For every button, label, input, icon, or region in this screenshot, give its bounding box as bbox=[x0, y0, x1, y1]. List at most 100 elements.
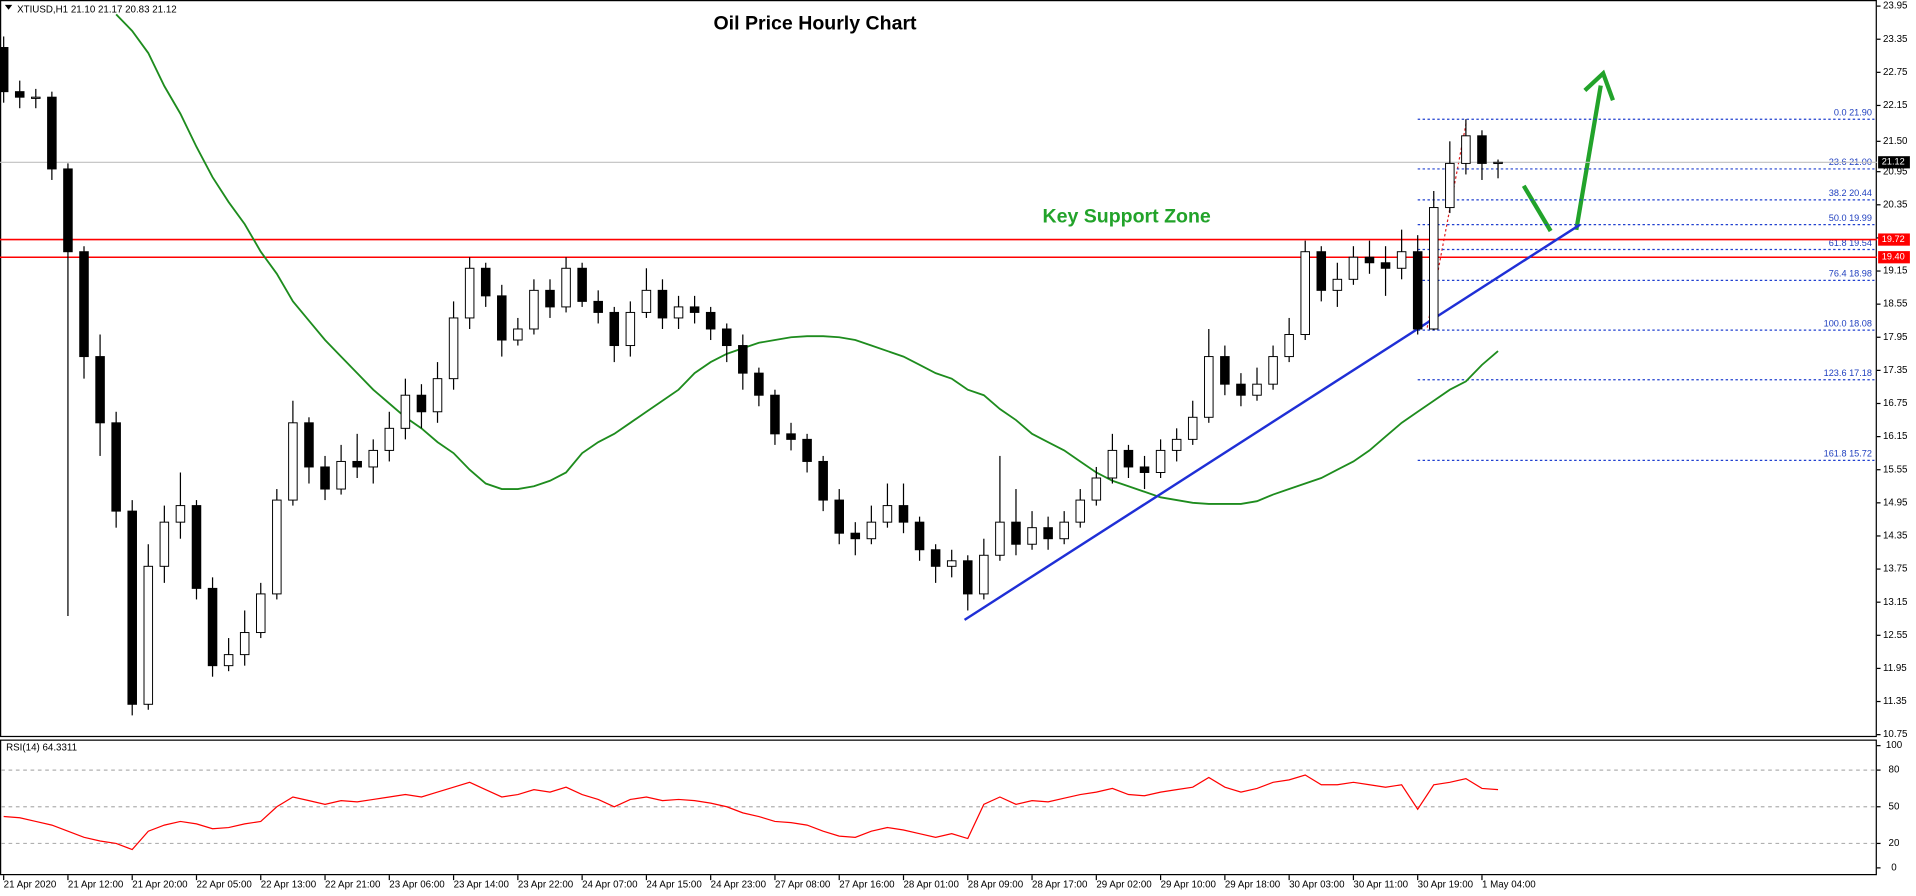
candle-body bbox=[1027, 527, 1037, 545]
candle-body bbox=[705, 311, 716, 330]
fib-label: 61.8 19.54 bbox=[1829, 238, 1872, 248]
candle-body bbox=[657, 289, 668, 319]
candle-body bbox=[930, 549, 941, 567]
x-tick-label: 29 Apr 18:00 bbox=[1225, 880, 1281, 891]
candle-body bbox=[1011, 521, 1021, 545]
fib-label: 76.4 18.98 bbox=[1829, 269, 1872, 279]
candle-body bbox=[464, 267, 475, 319]
candle-body bbox=[963, 560, 973, 595]
candle-body bbox=[1123, 449, 1134, 468]
candle-body bbox=[175, 505, 186, 523]
candle-body bbox=[609, 311, 620, 347]
candle-body bbox=[673, 306, 684, 319]
y-tick-label: 22.75 bbox=[1883, 67, 1908, 78]
candle-body bbox=[577, 267, 587, 302]
candle-body bbox=[288, 422, 298, 501]
candle-body bbox=[352, 460, 362, 468]
price-tag-label: 19.72 bbox=[1882, 234, 1905, 244]
price-tag-label: 21.12 bbox=[1882, 157, 1905, 167]
y-tick-label: 19.15 bbox=[1883, 266, 1908, 277]
candle-body bbox=[513, 328, 523, 341]
x-tick-label: 24 Apr 23:00 bbox=[711, 880, 767, 891]
candle-body bbox=[159, 521, 170, 567]
candle-body bbox=[1220, 356, 1230, 385]
candle-body bbox=[127, 510, 137, 705]
candle-body bbox=[207, 587, 218, 667]
candle-body bbox=[850, 532, 861, 540]
y-tick-label: 17.95 bbox=[1883, 332, 1908, 343]
candle-body bbox=[320, 466, 330, 490]
candle-body bbox=[31, 96, 41, 99]
menu-triangle bbox=[4, 4, 13, 10]
x-tick-label: 23 Apr 14:00 bbox=[454, 880, 510, 891]
price-tag-label: 19.40 bbox=[1882, 252, 1905, 262]
rsi-title: RSI(14) 64.3311 bbox=[6, 743, 77, 754]
y-tick-label: 23.95 bbox=[1883, 1, 1908, 12]
candle-body bbox=[255, 593, 266, 634]
y-tick-label: 22.15 bbox=[1883, 100, 1908, 111]
x-tick-label: 30 Apr 19:00 bbox=[1418, 880, 1474, 891]
y-tick-label: 17.35 bbox=[1883, 365, 1908, 376]
candle-body bbox=[1043, 527, 1053, 540]
x-tick-label: 23 Apr 06:00 bbox=[389, 880, 445, 891]
candle-body bbox=[432, 378, 443, 413]
y-tick-label: 13.15 bbox=[1883, 597, 1908, 608]
candle-body bbox=[1107, 449, 1118, 479]
candle-body bbox=[368, 449, 379, 468]
y-tick-label: 16.75 bbox=[1883, 398, 1908, 409]
fib-label: 38.2 20.44 bbox=[1829, 188, 1872, 198]
y-tick-label: 50 bbox=[1889, 801, 1900, 812]
x-tick-label: 28 Apr 09:00 bbox=[968, 880, 1024, 891]
x-tick-label: 29 Apr 02:00 bbox=[1096, 880, 1152, 891]
y-tick-label: 13.75 bbox=[1883, 564, 1908, 575]
annotation: Key Support Zone bbox=[1042, 206, 1210, 228]
y-tick-label: 0 bbox=[1891, 862, 1897, 873]
price-tag bbox=[1878, 233, 1910, 246]
candle-body bbox=[47, 96, 57, 170]
candle-body bbox=[336, 460, 346, 490]
x-tick-label: 24 Apr 07:00 bbox=[582, 880, 638, 891]
x-tick-label: 24 Apr 15:00 bbox=[646, 880, 702, 891]
candle-body bbox=[448, 317, 459, 380]
main-panel bbox=[0, 0, 1877, 738]
candle-body bbox=[1477, 135, 1487, 164]
y-tick-label: 20 bbox=[1889, 838, 1900, 849]
candle-body bbox=[1332, 278, 1343, 291]
candle-body bbox=[625, 311, 636, 347]
candle-body bbox=[480, 267, 491, 297]
x-tick-label: 1 May 04:00 bbox=[1482, 880, 1536, 891]
candle-body bbox=[529, 289, 539, 330]
price-tag bbox=[1878, 251, 1910, 264]
candle-body bbox=[384, 427, 395, 451]
y-tick-label: 11.95 bbox=[1883, 663, 1907, 674]
x-tick-label: 21 Apr 2020 bbox=[4, 880, 57, 891]
price-tag bbox=[1878, 156, 1910, 169]
candle-body bbox=[1380, 262, 1391, 269]
candle-body bbox=[1171, 438, 1182, 451]
symbol-info: XTIUSD,H1 21.10 21.17 20.83 21.12 bbox=[17, 4, 177, 15]
fib-label: 50.0 19.99 bbox=[1829, 213, 1872, 223]
y-tick-label: 16.15 bbox=[1883, 431, 1908, 442]
y-tick-label: 18.55 bbox=[1883, 299, 1908, 310]
candle-body bbox=[882, 505, 893, 523]
moving-average bbox=[115, 13, 1499, 505]
candle-body bbox=[1284, 334, 1294, 358]
candle-body bbox=[400, 394, 411, 429]
candle-body bbox=[914, 521, 925, 551]
candle-body bbox=[641, 289, 652, 313]
candle-body bbox=[1091, 477, 1102, 501]
candle-body bbox=[754, 372, 764, 396]
x-tick-label: 27 Apr 08:00 bbox=[775, 880, 831, 891]
fib-label: 161.8 15.72 bbox=[1824, 449, 1872, 459]
candle-body bbox=[1300, 251, 1310, 335]
candle-body bbox=[63, 168, 73, 253]
candle-body bbox=[1396, 251, 1407, 269]
candle-body bbox=[770, 394, 780, 435]
y-tick-label: 12.55 bbox=[1883, 630, 1908, 641]
candle-body bbox=[143, 565, 154, 705]
candle-body bbox=[1059, 521, 1069, 540]
candle-body bbox=[191, 505, 202, 589]
candle-body bbox=[1236, 383, 1246, 396]
candle-body bbox=[416, 394, 427, 413]
